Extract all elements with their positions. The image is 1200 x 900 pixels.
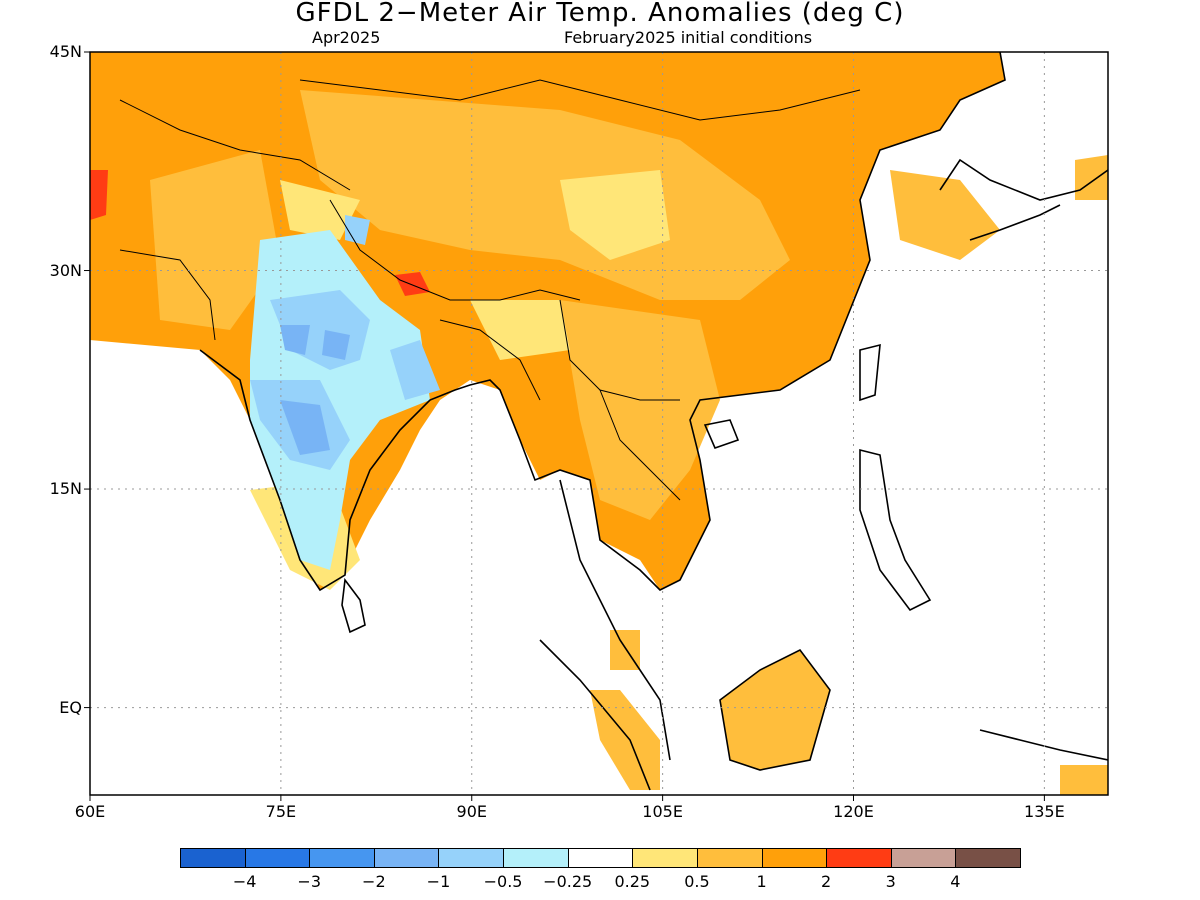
longitude-tick-label: 60E	[74, 802, 106, 821]
forecast-month: Apr2025	[312, 28, 381, 47]
legend-label: −3	[297, 872, 322, 891]
map-frame	[89, 51, 1109, 796]
warm-anomaly-region	[560, 300, 720, 520]
map-title: GFDL 2−Meter Air Temp. Anomalies (deg C)	[295, 0, 905, 28]
legend-label: −0.25	[543, 872, 593, 891]
coastlines	[199, 52, 1108, 791]
warm-anomaly-region	[300, 90, 790, 300]
cool-anomaly-region	[280, 325, 310, 355]
legend-swatch	[567, 848, 634, 868]
legend-label: 3	[885, 872, 896, 891]
strong-warm-region	[395, 272, 430, 296]
warm-anomaly-region	[1075, 155, 1108, 200]
warm-anomaly-region	[890, 170, 1000, 260]
weak-warm-region	[280, 180, 360, 240]
longitude-tick-label: 105E	[642, 802, 683, 821]
cool-anomaly-region	[280, 400, 330, 455]
longitude-tick-label: 75E	[265, 802, 297, 821]
weak-warm-region	[470, 300, 570, 360]
cool-anomaly-region	[322, 330, 350, 360]
legend-label: 1	[756, 872, 767, 891]
legend-label: 0.5	[684, 872, 710, 891]
latitude-tick-label: EQ	[59, 697, 82, 717]
warm-anomaly-region	[150, 150, 280, 330]
legend-swatch	[632, 848, 698, 868]
legend-swatch	[180, 848, 246, 868]
initial-conditions-label: February2025 initial conditions	[564, 28, 813, 47]
legend-swatch	[761, 848, 828, 868]
legend-label: 0.25	[614, 872, 651, 891]
cool-anomaly-region	[390, 340, 440, 400]
longitude-tick-label: 135E	[1024, 802, 1065, 821]
legend-label: 4	[950, 872, 961, 891]
legend-swatch	[309, 848, 375, 868]
country-borders	[119, 79, 861, 501]
weak-warm-region	[560, 170, 670, 260]
legend-swatch	[244, 848, 311, 868]
legend-label: −1	[426, 872, 451, 891]
legend-swatch	[955, 848, 1021, 868]
warm-anomaly-region	[590, 690, 660, 790]
legend-swatch	[696, 848, 763, 868]
graticule	[90, 52, 1108, 795]
cool-anomaly-region	[345, 215, 370, 245]
legend-swatch	[438, 848, 505, 868]
latitude-tick-label: 15N	[49, 479, 82, 499]
longitude-tick-label: 120E	[833, 802, 874, 821]
color-legend	[180, 848, 1021, 870]
warm-anomaly-region	[1060, 765, 1108, 795]
legend-swatch	[373, 848, 440, 868]
latitude-tick-label: 45N	[49, 42, 82, 61]
legend-label: −0.5	[483, 872, 523, 891]
latitude-tick-label: 30N	[49, 260, 82, 280]
legend-label: −4	[232, 872, 257, 891]
longitude-tick-label: 90E	[456, 802, 487, 821]
legend-label: −2	[362, 872, 386, 891]
legend-swatch	[890, 848, 957, 868]
legend-label: 2	[821, 872, 832, 891]
legend-swatch	[826, 848, 892, 868]
legend-swatch	[503, 848, 569, 868]
strong-warm-region	[90, 170, 108, 220]
